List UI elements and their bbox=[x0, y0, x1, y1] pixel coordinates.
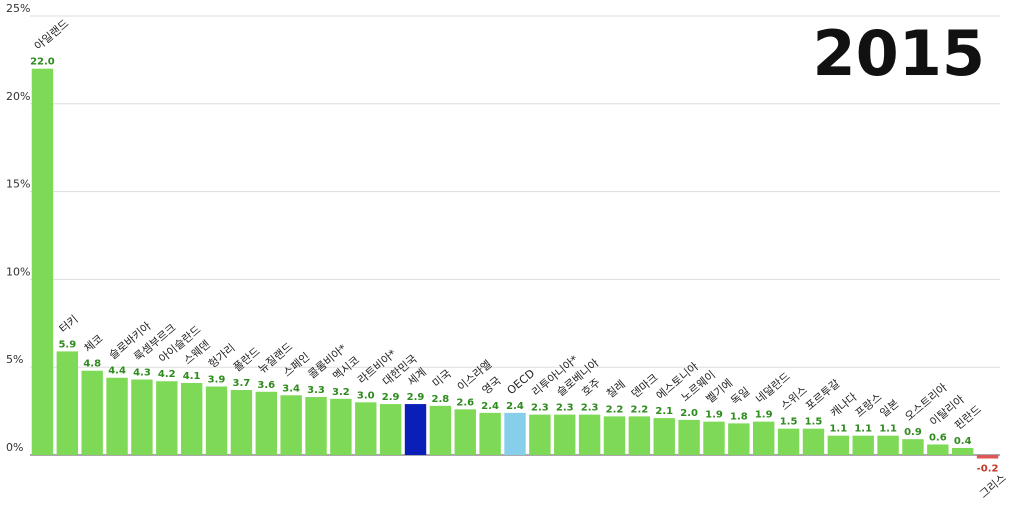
bar bbox=[479, 412, 501, 455]
bar bbox=[280, 395, 302, 455]
bar bbox=[529, 414, 551, 455]
country-label: 그리스 bbox=[977, 471, 1009, 500]
value-label: 4.8 bbox=[83, 359, 101, 370]
bar bbox=[703, 421, 725, 455]
bar bbox=[255, 391, 277, 455]
bar bbox=[106, 377, 128, 455]
bar bbox=[205, 386, 228, 455]
value-label: 3.0 bbox=[357, 390, 375, 401]
value-label: 4.4 bbox=[108, 366, 126, 377]
bar bbox=[777, 428, 800, 455]
country-label: 칠레 bbox=[604, 378, 628, 401]
bars bbox=[31, 68, 999, 459]
value-label: 0.4 bbox=[954, 436, 972, 447]
value-label: 0.9 bbox=[904, 427, 922, 438]
value-label: 3.3 bbox=[307, 385, 325, 396]
y-tick-label: 0% bbox=[6, 441, 23, 454]
y-tick-label: 5% bbox=[6, 353, 23, 366]
bar bbox=[404, 404, 427, 455]
bar bbox=[852, 435, 874, 455]
value-label: 4.3 bbox=[133, 367, 151, 378]
y-tick-label: 15% bbox=[6, 178, 30, 191]
country-label: 미국 bbox=[430, 367, 454, 390]
bar bbox=[330, 398, 352, 455]
value-label: 2.3 bbox=[581, 403, 599, 414]
bar bbox=[877, 435, 899, 455]
bar bbox=[180, 383, 203, 455]
value-label: 2.6 bbox=[456, 397, 474, 408]
value-label: 2.4 bbox=[481, 401, 499, 412]
value-label: 0.6 bbox=[929, 432, 947, 443]
value-label: 3.9 bbox=[208, 375, 226, 386]
value-label: 1.5 bbox=[780, 417, 798, 428]
value-label: 1.9 bbox=[755, 410, 773, 421]
country-label: 터키 bbox=[57, 313, 81, 336]
value-label: 3.4 bbox=[282, 383, 300, 394]
country-label: 영국 bbox=[480, 374, 504, 397]
value-label: -0.2 bbox=[977, 464, 999, 475]
year-label: 2015 bbox=[812, 17, 985, 90]
bar bbox=[554, 414, 576, 455]
value-label: 2.2 bbox=[606, 404, 624, 415]
value-label: 2.8 bbox=[432, 394, 450, 405]
value-label: 2.4 bbox=[506, 401, 524, 412]
value-label: 1.1 bbox=[879, 424, 897, 435]
value-label: 1.8 bbox=[730, 411, 748, 422]
value-label: 3.2 bbox=[332, 387, 350, 398]
country-label: 프랑스 bbox=[853, 390, 885, 419]
value-label: 4.1 bbox=[183, 371, 201, 382]
y-tick-label: 25% bbox=[6, 2, 30, 15]
value-label: 1.5 bbox=[805, 417, 823, 428]
bar bbox=[355, 402, 377, 455]
bar bbox=[628, 416, 651, 455]
bar bbox=[678, 419, 700, 455]
value-label: 3.7 bbox=[233, 378, 251, 389]
bar bbox=[156, 381, 178, 455]
value-label: 2.0 bbox=[680, 408, 698, 419]
bar bbox=[504, 412, 526, 455]
bar bbox=[927, 444, 949, 455]
value-label: 1.1 bbox=[829, 424, 847, 435]
value-label: 2.3 bbox=[556, 403, 574, 414]
bar bbox=[429, 405, 452, 455]
country-label: 아일랜드 bbox=[31, 16, 71, 53]
bar bbox=[976, 455, 999, 459]
bar bbox=[305, 397, 327, 455]
bar bbox=[56, 351, 79, 455]
value-label: 22.0 bbox=[30, 57, 55, 68]
value-label: 2.9 bbox=[382, 392, 400, 403]
bar bbox=[379, 404, 402, 455]
bar bbox=[578, 414, 601, 455]
y-axis: 0% 5% 10% 15% 20% 25% bbox=[6, 2, 30, 454]
bar bbox=[230, 390, 253, 455]
bar bbox=[653, 418, 675, 455]
value-label: 2.9 bbox=[407, 392, 425, 403]
bar bbox=[802, 428, 825, 455]
bar bbox=[753, 421, 775, 455]
value-label: 3.6 bbox=[257, 380, 275, 391]
value-label: 1.1 bbox=[854, 424, 872, 435]
value-label: 5.9 bbox=[58, 339, 76, 350]
bar bbox=[454, 409, 476, 455]
value-labels: 22.0 5.9 4.8 4.4 4.3 4.2 4.1 3.9 3.7 3.6 3.4 3.3 3.2… bbox=[30, 57, 998, 475]
bar bbox=[81, 370, 103, 455]
value-label: 2.3 bbox=[531, 403, 549, 414]
bar bbox=[31, 68, 54, 456]
bar bbox=[827, 435, 850, 455]
value-label: 2.1 bbox=[655, 406, 673, 417]
value-label: 1.9 bbox=[705, 410, 723, 421]
country-label: 체코 bbox=[82, 332, 106, 355]
bar bbox=[951, 447, 974, 455]
value-label: 2.2 bbox=[630, 404, 648, 415]
bar bbox=[728, 423, 750, 455]
value-label: 4.2 bbox=[158, 369, 176, 380]
bar bbox=[131, 379, 153, 455]
bar bbox=[902, 439, 924, 455]
bar bbox=[603, 416, 626, 455]
y-tick-label: 20% bbox=[6, 90, 30, 103]
y-tick-label: 10% bbox=[6, 265, 30, 278]
